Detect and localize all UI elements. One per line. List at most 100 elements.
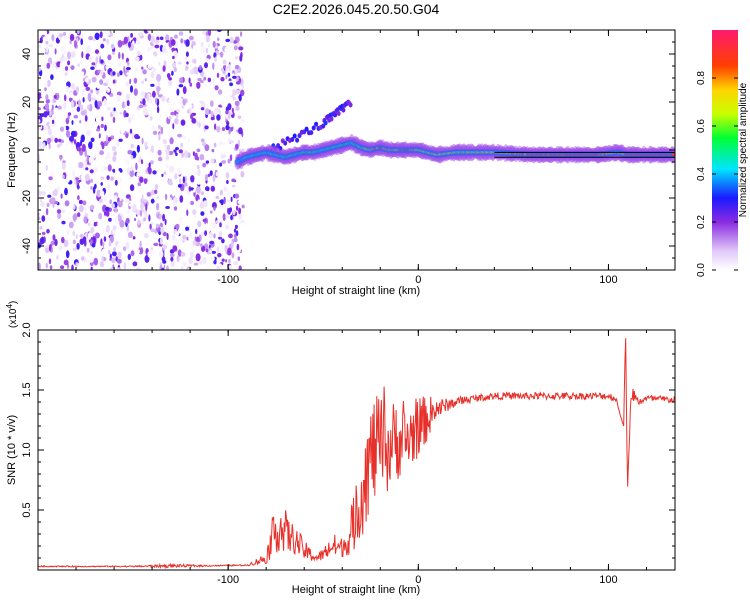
noise-blob xyxy=(168,78,173,87)
noise-blob xyxy=(108,217,112,222)
noise-blob xyxy=(90,266,93,270)
noise-blob xyxy=(127,231,133,238)
noise-blob xyxy=(234,133,239,137)
noise-blob xyxy=(230,196,233,202)
noise-blob xyxy=(92,235,95,244)
noise-blob xyxy=(208,231,214,238)
noise-blob xyxy=(154,184,159,190)
noise-blob xyxy=(201,245,206,252)
noise-blob xyxy=(72,213,78,221)
noise-blob xyxy=(53,40,57,46)
noise-blob xyxy=(228,258,231,264)
noise-blob xyxy=(118,138,123,142)
noise-blob xyxy=(90,186,93,190)
colorbar-label: Normalized spectral amplitude xyxy=(738,82,749,217)
noise-blob xyxy=(177,167,182,175)
noise-blob xyxy=(199,100,205,105)
noise-blob xyxy=(60,265,65,270)
noise-blob xyxy=(187,267,190,270)
noise-blob xyxy=(211,250,216,254)
noise-blob xyxy=(193,66,198,75)
noise-blob xyxy=(207,264,210,270)
noise-blob xyxy=(225,74,228,79)
colorbar-gradient xyxy=(712,30,738,270)
noise-blob xyxy=(230,214,233,221)
noise-blob xyxy=(79,205,84,213)
secondary-ridge-blob xyxy=(314,121,319,127)
noise-blob xyxy=(132,261,138,267)
noise-blob xyxy=(76,106,81,112)
noise-blob xyxy=(47,194,52,198)
noise-blob xyxy=(105,79,110,84)
svg-text:(x104): (x104) xyxy=(5,301,19,328)
noise-blob xyxy=(224,244,228,252)
noise-blob xyxy=(67,112,72,116)
noise-blob xyxy=(42,141,46,149)
noise-blob xyxy=(160,126,164,135)
noise-blob xyxy=(79,71,85,76)
noise-blob xyxy=(228,233,233,239)
noise-blob xyxy=(91,76,97,83)
noise-blob xyxy=(149,160,154,165)
noise-blob xyxy=(204,144,210,152)
noise-blob xyxy=(205,47,209,54)
noise-blob xyxy=(193,262,199,266)
noise-blob xyxy=(157,81,161,86)
noise-blob xyxy=(202,218,207,223)
noise-blob xyxy=(56,167,61,172)
noise-blob xyxy=(188,257,194,265)
noise-blob xyxy=(170,39,176,46)
noise-blob xyxy=(129,85,134,93)
noise-blob xyxy=(176,88,180,96)
noise-blob xyxy=(90,251,93,255)
colorbar-tick-label: 0.0 xyxy=(696,263,707,277)
noise-blob xyxy=(144,254,150,263)
noise-blob xyxy=(195,253,201,262)
noise-blob xyxy=(231,252,235,259)
noise-blob xyxy=(79,33,84,40)
noise-blob xyxy=(209,170,213,177)
spectrogram-marks xyxy=(38,30,675,270)
noise-blob xyxy=(93,257,99,266)
noise-blob xyxy=(102,85,105,92)
noise-blob xyxy=(87,232,92,240)
noise-blob xyxy=(77,195,80,201)
noise-blob xyxy=(191,43,194,49)
y-tick-label: 0 xyxy=(21,147,33,153)
noise-blob xyxy=(117,251,122,259)
noise-blob xyxy=(112,51,115,55)
noise-blob xyxy=(179,195,184,203)
noise-blob xyxy=(109,199,112,204)
noise-blob xyxy=(226,201,232,209)
noise-blob xyxy=(76,177,79,186)
noise-blob xyxy=(125,133,129,139)
noise-blob xyxy=(175,147,179,151)
noise-blob xyxy=(84,115,88,122)
noise-blob xyxy=(179,178,182,184)
noise-blob xyxy=(238,127,243,135)
noise-blob xyxy=(88,36,94,41)
noise-blob xyxy=(70,51,76,58)
noise-blob xyxy=(79,120,82,124)
noise-blob xyxy=(39,97,44,105)
noise-blob xyxy=(73,203,76,210)
noise-blob xyxy=(233,172,239,181)
noise-blob xyxy=(187,152,191,158)
noise-blob xyxy=(202,162,207,168)
noise-blob xyxy=(197,199,200,205)
noise-blob xyxy=(61,236,65,244)
noise-blob xyxy=(188,104,193,108)
noise-blob xyxy=(211,202,217,209)
noise-blob xyxy=(197,168,201,177)
noise-blob xyxy=(48,123,54,127)
noise-blob xyxy=(113,107,116,112)
noise-blob xyxy=(60,45,66,52)
noise-blob xyxy=(119,70,123,76)
noise-blob xyxy=(162,45,166,54)
noise-blob xyxy=(76,242,80,250)
x-tick-label: 0 xyxy=(415,274,421,286)
secondary-ridge-blob xyxy=(290,137,295,142)
noise-blob xyxy=(122,246,127,252)
snr-panel: -100 0 100 0.5 1.0 1.5 2.0 Height of straight … xyxy=(5,301,676,596)
